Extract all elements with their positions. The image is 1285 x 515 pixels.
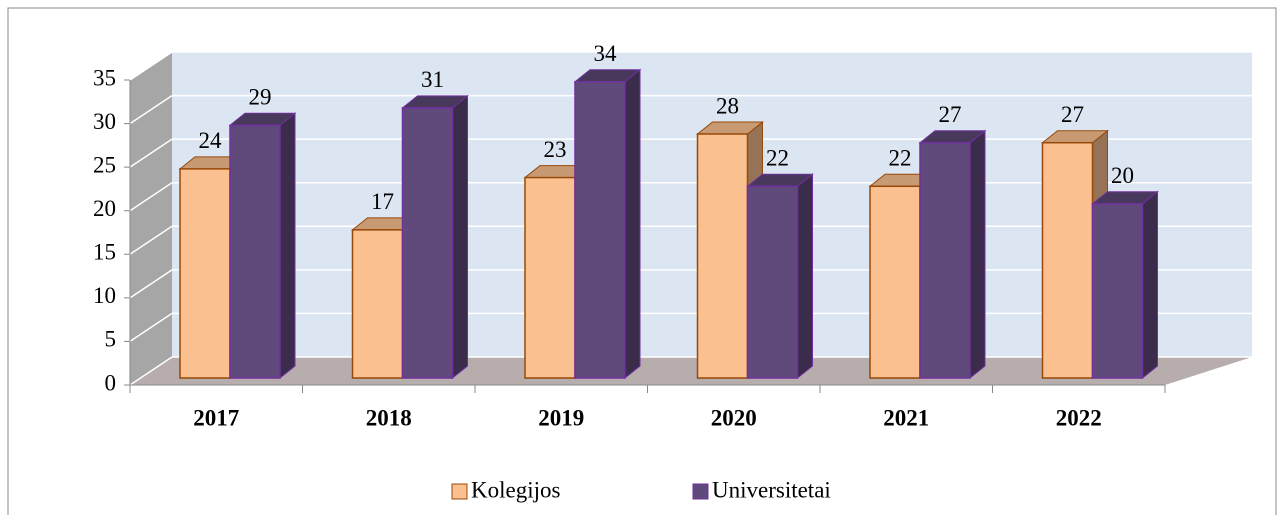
bar: [919, 141, 971, 379]
bar-side: [969, 129, 986, 380]
legend-swatch: [692, 483, 709, 500]
bar: [696, 133, 749, 379]
bar: [1091, 202, 1144, 379]
x-tick-label: 2020: [711, 405, 757, 430]
legend-swatch: [451, 483, 468, 500]
value-label: 29: [249, 85, 272, 110]
side-grid-line: [129, 356, 173, 386]
value-label: 27: [939, 102, 962, 127]
side-grid-line: [129, 51, 173, 81]
value-label: 28: [716, 93, 739, 118]
legend-label: Universitetai: [712, 477, 831, 502]
bar-side: [1142, 190, 1158, 380]
bar: [869, 185, 921, 379]
value-label: 22: [766, 146, 789, 171]
y-tick-label: 35: [93, 65, 116, 90]
value-label: 20: [1111, 163, 1134, 188]
bar: [1041, 141, 1094, 379]
y-tick-label: 15: [93, 240, 116, 265]
side-grid-line: [129, 269, 173, 299]
value-label: 34: [594, 41, 618, 66]
bar: [351, 229, 404, 379]
value-label: 27: [1061, 102, 1084, 127]
y-tick-label: 20: [93, 196, 116, 221]
bar: [746, 185, 799, 379]
y-tick-label: 30: [93, 109, 116, 134]
x-tick-label: 2021: [883, 405, 929, 430]
y-tick-label: 0: [105, 370, 117, 395]
side-wall: [130, 52, 172, 385]
bar-side: [624, 68, 641, 380]
x-tick-label: 2019: [538, 405, 584, 430]
bar: [179, 168, 231, 379]
bar-side: [797, 173, 813, 380]
y-tick-label: 25: [93, 152, 116, 177]
side-grid-line: [129, 182, 173, 212]
y-tick-label: 5: [105, 327, 117, 352]
chart-border: [7, 7, 1277, 515]
bar: [524, 176, 576, 379]
side-grid-line: [129, 94, 173, 125]
legend-label: Kolegijos: [471, 477, 560, 502]
bar: [574, 80, 626, 379]
bar-side: [279, 112, 296, 380]
y-tick-label: 10: [93, 283, 116, 308]
value-label: 17: [371, 189, 394, 214]
bar: [401, 107, 454, 379]
value-label: 22: [889, 146, 912, 171]
bar-side: [452, 94, 468, 380]
value-label: 31: [421, 67, 444, 92]
x-tick-label: 2018: [366, 405, 412, 430]
x-tick-label: 2022: [1056, 405, 1102, 430]
x-tick-label: 2017: [193, 405, 239, 430]
side-grid-line: [129, 225, 173, 255]
bar: [229, 124, 281, 379]
side-grid-line: [129, 312, 173, 343]
value-label: 24: [199, 128, 223, 153]
value-label: 23: [544, 137, 567, 162]
side-grid-line: [129, 138, 173, 168]
